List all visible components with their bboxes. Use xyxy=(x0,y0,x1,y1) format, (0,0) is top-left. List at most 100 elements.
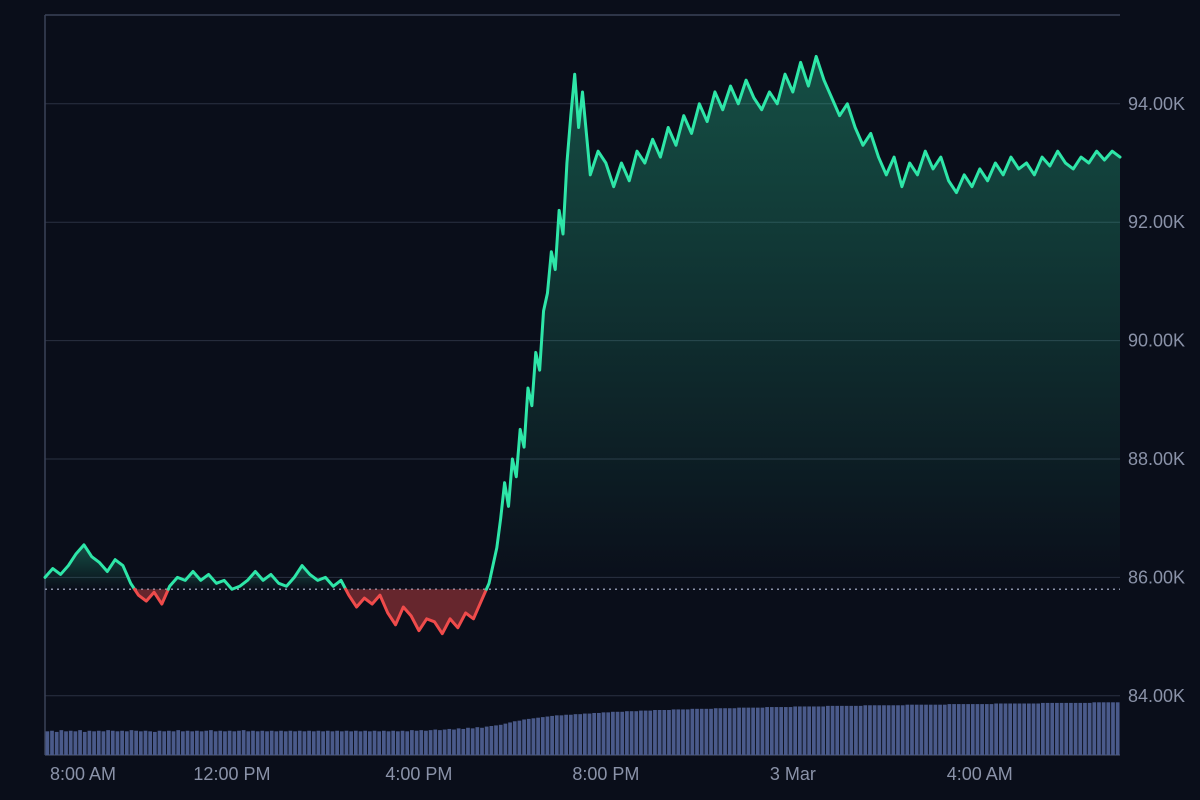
volume-bar xyxy=(985,704,989,755)
volume-bar xyxy=(555,715,559,755)
volume-bar xyxy=(522,719,526,755)
volume-bar xyxy=(728,708,732,755)
volume-bar xyxy=(242,730,246,755)
volume-bar xyxy=(826,706,830,755)
volume-bar xyxy=(976,704,980,755)
volume-bar xyxy=(1008,703,1012,755)
volume-bar xyxy=(803,706,807,755)
volume-bar xyxy=(148,731,152,755)
volume-bar xyxy=(695,709,699,755)
volume-bar xyxy=(125,731,129,755)
volume-bar xyxy=(391,731,395,755)
volume-bar xyxy=(457,728,461,755)
x-axis-label: 12:00 PM xyxy=(193,764,270,784)
volume-bar xyxy=(153,732,157,755)
volume-bar xyxy=(186,731,190,755)
volume-bar xyxy=(709,709,713,755)
volume-bar xyxy=(597,713,601,755)
volume-bar xyxy=(536,718,540,755)
volume-bar xyxy=(789,707,793,755)
volume-bar xyxy=(938,705,942,755)
volume-bar xyxy=(672,709,676,755)
volume-bar xyxy=(162,731,166,755)
volume-bar xyxy=(382,731,386,755)
volume-bar xyxy=(873,705,877,755)
volume-bar xyxy=(569,715,573,755)
volume-bar xyxy=(74,731,78,755)
volume-bar xyxy=(424,731,428,755)
volume-bar xyxy=(887,705,891,755)
volume-bar xyxy=(1069,703,1073,755)
volume-bar xyxy=(317,731,321,755)
volume-bar xyxy=(896,705,900,755)
volume-bar xyxy=(957,704,961,755)
volume-bar xyxy=(447,729,451,755)
volume-bar xyxy=(784,707,788,755)
volume-bar xyxy=(606,712,610,755)
volume-bar xyxy=(111,731,115,755)
volume-bar xyxy=(770,707,774,755)
volume-bar xyxy=(775,707,779,755)
volume-bar xyxy=(504,724,508,755)
volume-bar xyxy=(620,712,624,755)
volume-bar xyxy=(681,709,685,755)
volume-bar xyxy=(270,731,274,755)
volume-bar xyxy=(139,731,143,755)
volume-bar xyxy=(686,709,690,755)
volume-bar xyxy=(910,705,914,755)
volume-bar xyxy=(962,704,966,755)
volume-bar xyxy=(279,731,283,755)
volume-bar xyxy=(723,708,727,755)
volume-bar xyxy=(831,706,835,755)
volume-bar xyxy=(349,731,353,755)
volume-bar xyxy=(443,730,447,755)
x-axis-label: 8:00 PM xyxy=(572,764,639,784)
volume-bar xyxy=(251,731,255,755)
volume-bar xyxy=(742,708,746,755)
volume-bar xyxy=(130,730,134,755)
volume-bar xyxy=(433,730,437,755)
y-axis-label: 86.00K xyxy=(1128,567,1185,587)
volume-bar xyxy=(602,712,606,755)
volume-bar xyxy=(733,708,737,755)
volume-bar xyxy=(1022,703,1026,755)
price-chart[interactable]: 84.00K86.00K88.00K90.00K92.00K94.00K8:00… xyxy=(0,0,1200,800)
volume-bar xyxy=(658,710,662,755)
volume-bar xyxy=(943,705,947,755)
volume-bar xyxy=(812,706,816,755)
volume-bar xyxy=(204,731,208,755)
volume-bar xyxy=(877,705,881,755)
volume-bar xyxy=(92,731,96,755)
volume-bar xyxy=(303,731,307,755)
volume-bar xyxy=(532,718,536,755)
x-axis-label: 8:00 AM xyxy=(50,764,116,784)
volume-bar xyxy=(574,714,578,755)
volume-bar xyxy=(667,710,671,755)
volume-bar xyxy=(891,705,895,755)
volume-bar xyxy=(373,731,377,755)
volume-bar xyxy=(751,708,755,755)
volume-bar xyxy=(405,731,409,755)
volume-bar xyxy=(274,731,278,755)
volume-bar xyxy=(466,728,470,755)
volume-bar xyxy=(634,711,638,755)
volume-bar xyxy=(260,731,264,755)
volume-bar xyxy=(461,729,465,755)
volume-bar xyxy=(588,714,592,755)
volume-bar xyxy=(265,731,269,755)
volume-bar xyxy=(475,727,479,755)
volume-bar xyxy=(1106,702,1110,755)
volume-bar xyxy=(644,711,648,755)
volume-bar xyxy=(1111,702,1115,755)
volume-bar xyxy=(527,719,531,755)
volume-bar xyxy=(307,731,311,755)
volume-bar xyxy=(1036,703,1040,755)
volume-bar xyxy=(630,711,634,755)
volume-bar xyxy=(840,706,844,755)
volume-bar xyxy=(321,731,325,755)
volume-bar xyxy=(284,731,288,755)
volume-bar xyxy=(401,731,405,755)
volume-bar xyxy=(419,730,423,755)
volume-bar xyxy=(849,706,853,755)
volume-bar xyxy=(298,731,302,755)
